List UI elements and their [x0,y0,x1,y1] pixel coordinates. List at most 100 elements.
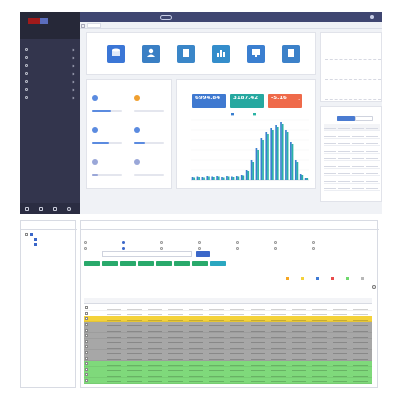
tab-home[interactable] [87,23,101,28]
sidebar-item[interactable] [23,86,77,93]
table-row[interactable] [84,366,372,373]
tasks-more-link[interactable] [369,109,381,112]
tree-node[interactable] [39,238,69,241]
quick-entry-item[interactable] [177,45,195,63]
row-checkbox[interactable] [85,317,88,321]
row-checkbox[interactable] [85,373,88,377]
radio-button[interactable] [198,240,201,244]
radio-button[interactable] [122,240,125,244]
toolbar-button[interactable] [192,261,208,266]
column-header[interactable] [127,300,146,303]
filter-option[interactable] [236,240,272,244]
row-checkbox[interactable] [85,345,88,349]
filter-option[interactable] [236,246,272,250]
table-row[interactable] [84,361,372,367]
radio-button[interactable] [84,246,87,250]
filter-option[interactable] [198,246,234,250]
column-header[interactable] [353,300,372,303]
radio-button[interactable] [236,246,239,250]
row-checkbox[interactable] [85,339,88,343]
quick-entry-item[interactable] [142,45,160,63]
sidebar-item[interactable] [23,94,77,101]
row-checkbox[interactable] [85,323,88,327]
task-row[interactable] [324,184,380,191]
column-header[interactable] [333,300,352,303]
tree-root[interactable] [35,233,65,236]
toolbar-button[interactable] [120,261,136,266]
toolbar-button[interactable] [102,261,118,266]
column-header[interactable] [230,300,249,303]
toolbar-button[interactable] [138,261,154,266]
task-row[interactable] [324,169,380,176]
row-checkbox[interactable] [85,334,88,338]
overview-item[interactable] [89,92,129,118]
radio-button[interactable] [312,246,315,250]
table-row[interactable] [84,305,372,311]
radio-button[interactable] [84,240,87,244]
overview-item[interactable] [89,156,129,182]
column-header[interactable] [148,300,167,303]
monitor-icon[interactable] [39,207,43,211]
alert-entry[interactable] [325,82,381,100]
column-header[interactable] [189,300,208,303]
radio-button[interactable] [160,240,163,244]
radio-button[interactable] [160,246,163,250]
settings-icon[interactable] [25,207,29,211]
column-header[interactable] [168,300,187,303]
task-tab[interactable] [355,116,373,121]
power-icon[interactable] [67,207,71,211]
expand-icon[interactable] [25,233,28,236]
overview-item[interactable] [131,124,171,150]
radio-button[interactable] [274,240,277,244]
column-header[interactable] [312,300,331,303]
row-checkbox[interactable] [85,351,88,355]
lock-icon[interactable] [53,207,57,211]
radio-button[interactable] [274,246,277,250]
row-checkbox[interactable] [85,379,88,383]
overview-item[interactable] [89,124,129,150]
user-name[interactable] [330,16,360,19]
alert-entry[interactable] [325,62,381,80]
table-row[interactable] [84,377,372,384]
table-row[interactable] [84,321,372,328]
table-row[interactable] [84,338,372,345]
sidebar-item[interactable] [23,54,77,61]
filter-option[interactable] [122,240,158,244]
overview-item[interactable] [131,156,171,182]
filter-option[interactable] [274,240,310,244]
org-selector[interactable] [160,14,172,20]
filter-option[interactable] [160,240,196,244]
task-row[interactable] [324,124,380,131]
sidebar-item[interactable] [23,46,77,53]
search-button[interactable] [196,251,210,257]
quick-entry-item[interactable] [212,45,230,63]
row-checkbox[interactable] [85,362,88,366]
table-row[interactable] [84,349,372,356]
table-row[interactable] [84,316,372,323]
quick-entry-item[interactable] [282,45,300,63]
task-row[interactable] [324,177,380,184]
table-row[interactable] [84,310,372,317]
toolbar-button[interactable] [210,261,226,266]
table-row[interactable] [84,355,372,362]
sidebar-item[interactable] [23,62,77,69]
table-row[interactable] [84,333,372,339]
task-row[interactable] [324,132,380,139]
radio-button[interactable] [122,246,125,250]
column-header[interactable] [271,300,290,303]
radio-button[interactable] [312,240,315,244]
column-header[interactable] [86,300,105,303]
task-row[interactable] [324,154,380,161]
table-row[interactable] [84,372,372,379]
filter-option[interactable] [160,246,196,250]
toolbar-button[interactable] [174,261,190,266]
alerts-more-link[interactable] [369,35,381,38]
column-header[interactable] [292,300,311,303]
toolbar-button[interactable] [84,261,100,266]
filter-option[interactable] [312,240,348,244]
row-checkbox[interactable] [85,311,88,315]
sidebar-item[interactable] [23,78,77,85]
row-checkbox[interactable] [85,328,88,332]
task-tab-active[interactable] [337,116,355,121]
home-icon[interactable] [81,23,85,28]
